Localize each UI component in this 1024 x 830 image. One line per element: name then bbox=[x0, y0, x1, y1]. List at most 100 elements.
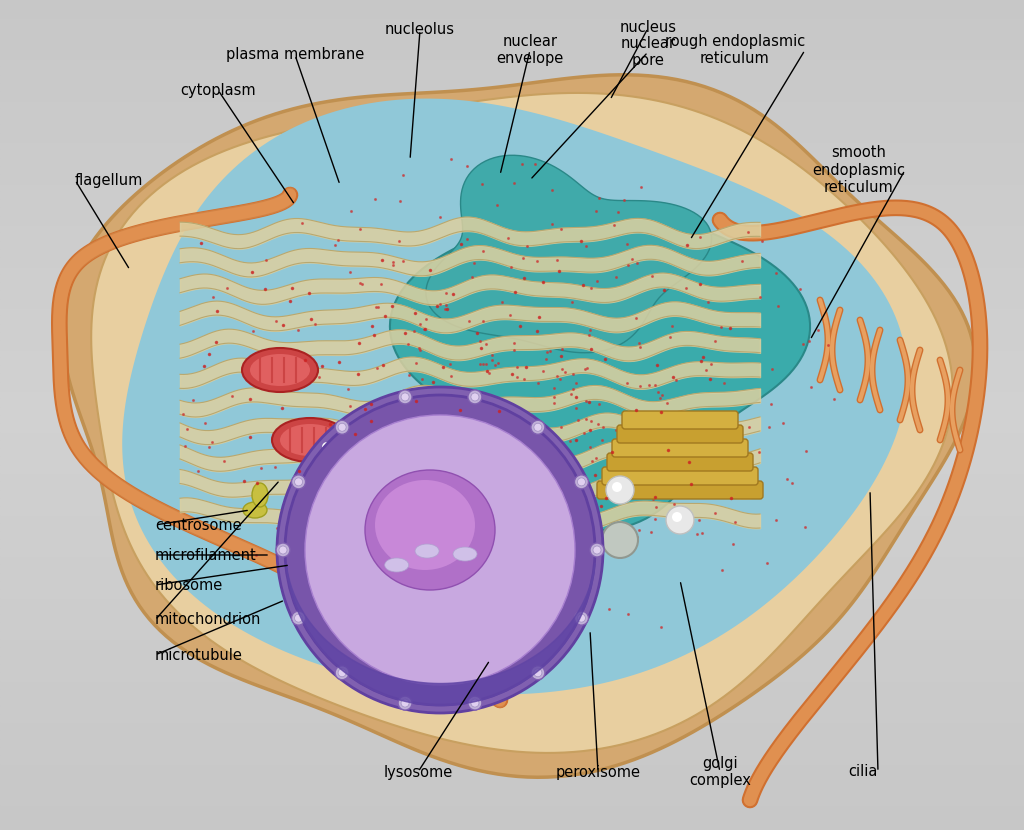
Bar bbox=[0, 622, 1024, 631]
Bar bbox=[0, 797, 1024, 805]
Bar bbox=[0, 274, 1024, 282]
Text: nucleolus: nucleolus bbox=[385, 22, 455, 37]
FancyBboxPatch shape bbox=[597, 481, 763, 499]
Bar bbox=[0, 589, 1024, 598]
Ellipse shape bbox=[412, 458, 488, 502]
Text: ribosome: ribosome bbox=[155, 578, 223, 593]
Bar bbox=[0, 83, 1024, 91]
Bar bbox=[0, 747, 1024, 755]
Ellipse shape bbox=[406, 460, 495, 520]
Bar bbox=[0, 540, 1024, 548]
Ellipse shape bbox=[415, 544, 439, 558]
Bar bbox=[0, 722, 1024, 730]
Bar bbox=[0, 133, 1024, 141]
Ellipse shape bbox=[578, 478, 586, 486]
Text: microtubule: microtubule bbox=[155, 647, 243, 662]
Ellipse shape bbox=[276, 543, 290, 557]
Ellipse shape bbox=[471, 393, 479, 401]
Bar bbox=[0, 481, 1024, 490]
Ellipse shape bbox=[412, 466, 488, 514]
Bar bbox=[0, 805, 1024, 813]
Bar bbox=[0, 324, 1024, 332]
Bar bbox=[0, 42, 1024, 50]
Ellipse shape bbox=[398, 696, 412, 710]
Bar bbox=[0, 598, 1024, 606]
Ellipse shape bbox=[486, 506, 514, 534]
Bar bbox=[0, 224, 1024, 232]
Ellipse shape bbox=[401, 393, 409, 401]
Bar bbox=[0, 141, 1024, 149]
Text: rough endoplasmic
reticulum: rough endoplasmic reticulum bbox=[665, 34, 805, 66]
Bar bbox=[0, 315, 1024, 324]
Bar bbox=[0, 714, 1024, 722]
Bar bbox=[0, 697, 1024, 705]
Ellipse shape bbox=[279, 546, 287, 554]
Bar bbox=[0, 739, 1024, 747]
Bar bbox=[0, 531, 1024, 540]
Bar bbox=[0, 772, 1024, 780]
Ellipse shape bbox=[347, 432, 357, 442]
Bar bbox=[0, 730, 1024, 739]
Ellipse shape bbox=[385, 558, 409, 572]
Bar bbox=[0, 25, 1024, 33]
Bar bbox=[0, 780, 1024, 788]
Ellipse shape bbox=[250, 354, 310, 386]
Bar bbox=[0, 473, 1024, 481]
Text: plasma membrane: plasma membrane bbox=[226, 47, 365, 62]
Bar bbox=[0, 191, 1024, 199]
Ellipse shape bbox=[243, 502, 267, 518]
Ellipse shape bbox=[420, 464, 480, 496]
Ellipse shape bbox=[338, 423, 346, 432]
Bar bbox=[0, 457, 1024, 465]
Bar bbox=[0, 208, 1024, 216]
Bar bbox=[0, 66, 1024, 75]
Bar bbox=[0, 33, 1024, 42]
Ellipse shape bbox=[285, 395, 595, 705]
Ellipse shape bbox=[590, 543, 604, 557]
Bar bbox=[0, 432, 1024, 440]
Bar bbox=[0, 249, 1024, 257]
Ellipse shape bbox=[578, 614, 586, 622]
Bar bbox=[0, 440, 1024, 448]
Ellipse shape bbox=[530, 666, 545, 680]
Text: nuclear
envelope: nuclear envelope bbox=[497, 34, 563, 66]
Ellipse shape bbox=[280, 424, 340, 456]
Bar bbox=[0, 573, 1024, 581]
Bar bbox=[0, 340, 1024, 349]
Bar bbox=[0, 124, 1024, 133]
Ellipse shape bbox=[574, 611, 589, 625]
Bar bbox=[0, 199, 1024, 208]
Text: peroxisome: peroxisome bbox=[555, 764, 640, 779]
Text: mitochondrion: mitochondrion bbox=[155, 613, 261, 627]
Ellipse shape bbox=[272, 418, 348, 462]
Ellipse shape bbox=[305, 415, 575, 685]
Ellipse shape bbox=[295, 478, 302, 486]
FancyBboxPatch shape bbox=[622, 411, 738, 429]
Bar bbox=[0, 423, 1024, 432]
Bar bbox=[0, 415, 1024, 423]
Bar bbox=[0, 407, 1024, 415]
Polygon shape bbox=[62, 75, 976, 777]
Bar bbox=[0, 822, 1024, 830]
Text: centrosome: centrosome bbox=[155, 517, 242, 533]
Ellipse shape bbox=[492, 512, 502, 522]
Bar bbox=[0, 290, 1024, 299]
Bar bbox=[0, 266, 1024, 274]
Text: smooth
endoplasmic
reticulum: smooth endoplasmic reticulum bbox=[812, 145, 905, 195]
Bar bbox=[0, 50, 1024, 58]
Bar bbox=[0, 390, 1024, 398]
Text: golgi
complex: golgi complex bbox=[689, 756, 751, 788]
Ellipse shape bbox=[534, 669, 542, 676]
Bar bbox=[0, 490, 1024, 498]
Bar bbox=[0, 639, 1024, 647]
Text: microfilament: microfilament bbox=[155, 548, 257, 563]
Bar bbox=[0, 606, 1024, 614]
Bar bbox=[0, 614, 1024, 622]
Bar bbox=[0, 382, 1024, 390]
Bar bbox=[0, 17, 1024, 25]
Ellipse shape bbox=[468, 390, 482, 404]
Bar bbox=[0, 556, 1024, 564]
Bar bbox=[0, 398, 1024, 407]
FancyBboxPatch shape bbox=[617, 425, 743, 443]
Ellipse shape bbox=[375, 480, 475, 570]
